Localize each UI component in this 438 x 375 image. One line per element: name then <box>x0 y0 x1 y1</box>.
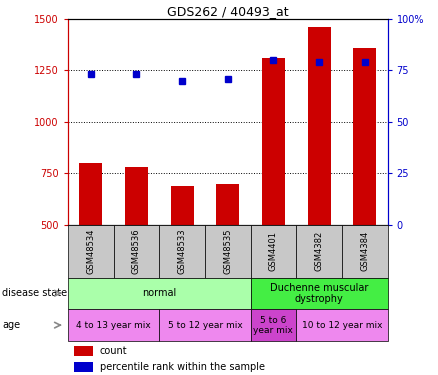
Text: Duchenne muscular
dystrophy: Duchenne muscular dystrophy <box>270 283 368 304</box>
Text: GSM48535: GSM48535 <box>223 228 232 274</box>
FancyBboxPatch shape <box>68 278 251 309</box>
Bar <box>216 184 239 328</box>
Bar <box>74 362 93 372</box>
Bar <box>262 58 285 328</box>
Bar <box>74 346 93 356</box>
Text: 4 to 13 year mix: 4 to 13 year mix <box>76 321 151 330</box>
Bar <box>307 27 331 328</box>
Text: GSM48533: GSM48533 <box>177 228 187 274</box>
Text: 10 to 12 year mix: 10 to 12 year mix <box>302 321 382 330</box>
FancyBboxPatch shape <box>113 225 159 278</box>
Text: GSM48536: GSM48536 <box>132 228 141 274</box>
Bar <box>353 48 376 328</box>
FancyBboxPatch shape <box>296 309 388 341</box>
Title: GDS262 / 40493_at: GDS262 / 40493_at <box>167 4 289 18</box>
Bar <box>79 163 102 328</box>
Text: count: count <box>100 346 127 356</box>
FancyBboxPatch shape <box>251 309 296 341</box>
Bar <box>125 167 148 328</box>
Text: GSM48534: GSM48534 <box>86 228 95 274</box>
FancyBboxPatch shape <box>205 225 251 278</box>
FancyBboxPatch shape <box>342 225 388 278</box>
Text: GSM4401: GSM4401 <box>269 231 278 271</box>
Text: normal: normal <box>142 288 177 298</box>
FancyBboxPatch shape <box>251 225 296 278</box>
Text: GSM4382: GSM4382 <box>314 231 324 272</box>
Text: 5 to 6
year mix: 5 to 6 year mix <box>254 316 293 335</box>
FancyBboxPatch shape <box>68 225 113 278</box>
Bar <box>171 186 194 328</box>
Text: age: age <box>2 320 20 330</box>
FancyBboxPatch shape <box>68 309 159 341</box>
FancyBboxPatch shape <box>296 225 342 278</box>
FancyBboxPatch shape <box>159 309 251 341</box>
Text: GSM4384: GSM4384 <box>360 231 369 272</box>
FancyBboxPatch shape <box>159 225 205 278</box>
Text: disease state: disease state <box>2 288 67 298</box>
Text: 5 to 12 year mix: 5 to 12 year mix <box>168 321 242 330</box>
Text: percentile rank within the sample: percentile rank within the sample <box>100 362 265 372</box>
FancyBboxPatch shape <box>251 278 388 309</box>
